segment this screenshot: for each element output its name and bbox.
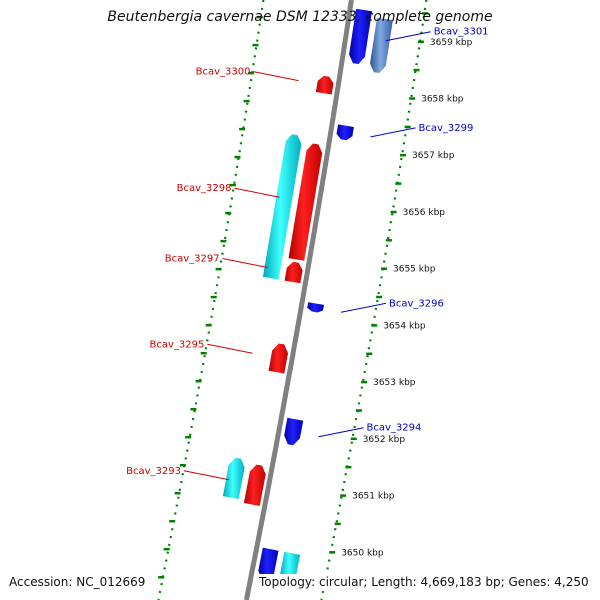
topology-text: Topology: circular; Length: 4,669,183 bp… (257, 574, 591, 590)
gene-label: Bcav_3294 (367, 423, 422, 434)
gene-label: Bcav_3299 (419, 123, 474, 134)
gene-bcav_3298_alt (262, 134, 302, 280)
gene-label: Bcav_3298 (177, 183, 232, 194)
scale-label: 3651 kbp (352, 492, 395, 502)
forward-guide-line (157, 0, 265, 600)
gene-bcav_3296 (307, 302, 324, 313)
gene-bcav_3293 (243, 464, 266, 506)
accession-text: Accession: NC_012669 (7, 574, 148, 590)
gene-bcav_3300 (315, 75, 334, 95)
genome-title: Beutenbergia cavernae DSM 12333, complet… (107, 9, 493, 25)
scale-label: 3656 kbp (403, 208, 446, 218)
scale-label: 3650 kbp (341, 548, 384, 558)
scale-label: 3652 kbp (363, 435, 406, 445)
scale-label: 3653 kbp (373, 378, 416, 388)
scale-label: 3658 kbp (421, 95, 464, 105)
leader-line (253, 71, 299, 82)
gene-label: Bcav_3297 (165, 254, 220, 265)
leader-line (370, 127, 416, 138)
genome-backbone (243, 0, 354, 600)
gene-bcav_3298 (288, 143, 323, 261)
gene-bcav_3301_alt (370, 17, 393, 73)
gene-bcav_3295 (268, 343, 288, 374)
gene-bcav_3292 (258, 547, 279, 581)
leader-line (385, 31, 431, 42)
scale-label: 3655 kbp (393, 265, 436, 275)
gene-bcav_3293_alt (222, 457, 245, 500)
leader-line (318, 427, 364, 438)
scale-label: 3657 kbp (412, 151, 455, 161)
leader-line (207, 343, 253, 354)
gene-bcav_3299 (336, 124, 354, 141)
gene-label: Bcav_3300 (196, 67, 251, 78)
gene-label: Bcav_3295 (150, 339, 205, 350)
label-layer: 3650 kbp 3651 kbp 3652 kbp 3653 kbp 3654 kbp… (126, 27, 488, 559)
leader-layer (183, 31, 431, 481)
leader-line (340, 302, 387, 313)
scale-label: 3654 kbp (383, 321, 426, 331)
leader-line (234, 187, 280, 198)
gene-bcav_3297 (284, 261, 303, 284)
backbone-layer (243, 0, 354, 600)
gene-bcav_3294 (284, 417, 304, 446)
gene-label: Bcav_3296 (389, 298, 444, 309)
gene-layer (222, 8, 393, 585)
gene-label: Bcav_3301 (434, 27, 489, 38)
gene-label: Bcav_3293 (126, 466, 181, 477)
tick-layer (157, 0, 429, 600)
leader-line (183, 470, 230, 481)
leader-line (222, 258, 268, 268)
scale-label: 3659 kbp (430, 38, 473, 48)
gene-bcav_3301 (349, 8, 372, 64)
